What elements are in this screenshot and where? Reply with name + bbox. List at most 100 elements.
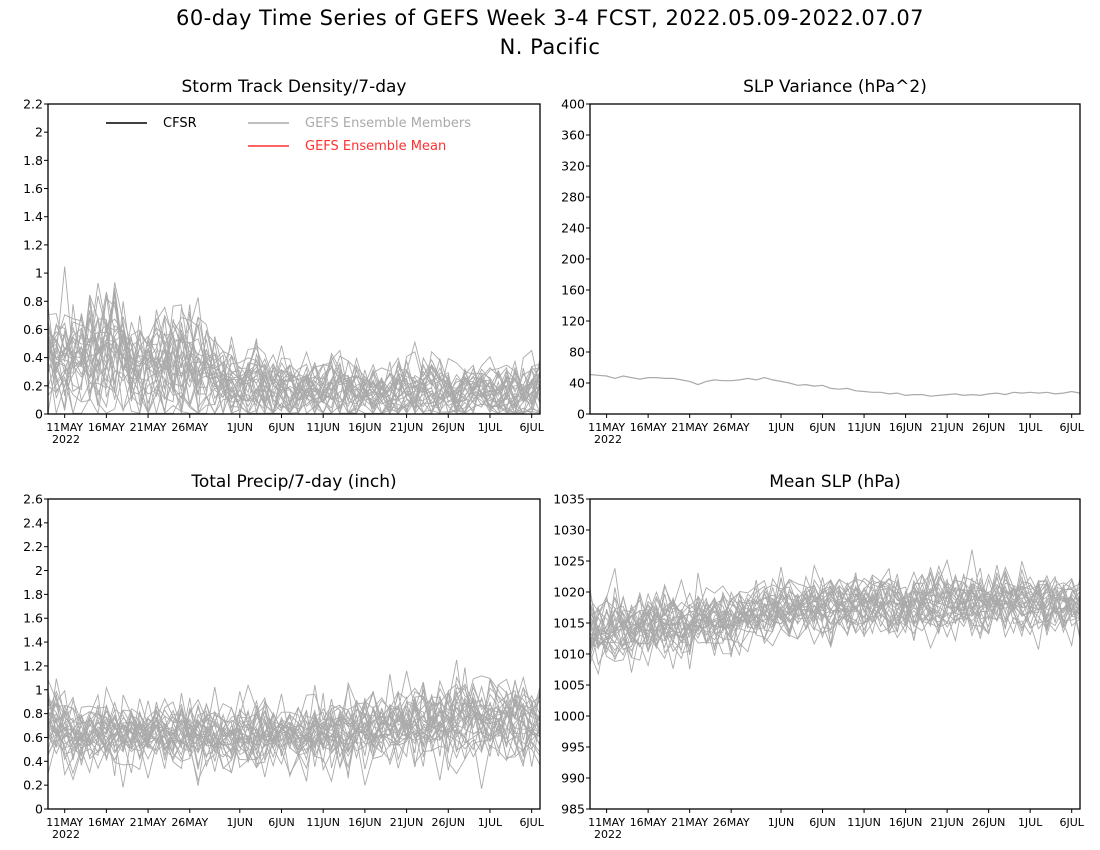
- x-tick-label: 26MAY: [713, 816, 750, 829]
- y-tick-label: 0.8: [23, 706, 43, 721]
- y-tick-label: 1025: [553, 554, 585, 569]
- y-tick-label: 1.6: [23, 181, 43, 196]
- y-tick-label: 400: [561, 97, 585, 112]
- ensemble-member-line: [47, 294, 541, 415]
- y-tick-label: 1.2: [23, 658, 43, 673]
- y-tick-label: 200: [561, 252, 585, 267]
- ensemble-member-line: [47, 700, 541, 782]
- y-tick-label: 360: [561, 128, 585, 143]
- y-tick-label: 80: [569, 345, 585, 360]
- panel-title: Storm Track Density/7-day: [182, 77, 407, 97]
- y-tick-label: 0.8: [23, 294, 43, 309]
- ensemble-member-line: [589, 569, 1081, 640]
- x-tick-label: 21MAY: [671, 421, 708, 434]
- x-tick-label: 6JUL: [519, 421, 544, 434]
- plot-frame: [589, 498, 1081, 810]
- x-tick-label: 16MAY: [88, 421, 125, 434]
- x-tick-label: 11MAY: [588, 816, 625, 829]
- chart-panel-3: Total Precip/7-day (inch)00.20.40.60.811…: [23, 472, 545, 841]
- x-tick-label: 6JUL: [1059, 816, 1084, 829]
- y-tick-label: 1.4: [23, 635, 43, 650]
- y-tick-label: 0: [35, 802, 43, 817]
- y-tick-label: 40: [569, 376, 585, 391]
- y-tick-label: 1.6: [23, 611, 43, 626]
- chart-panel-1: Storm Track Density/7-day00.20.40.60.811…: [23, 77, 545, 446]
- y-tick-label: 2.2: [23, 97, 43, 112]
- y-tick-label: 320: [561, 159, 585, 174]
- ensemble-member-line: [47, 682, 541, 770]
- ensemble-member-line: [589, 558, 1081, 651]
- y-tick-label: 280: [561, 190, 585, 205]
- y-tick-label: 2: [35, 563, 43, 578]
- y-tick-label: 985: [561, 802, 585, 817]
- ensemble-member-line: [47, 682, 541, 777]
- y-tick-label: 1: [35, 266, 43, 281]
- y-tick-label: 1015: [553, 616, 585, 631]
- chart-panel-2: SLP Variance (hPa^2) 0 40 80 120 160 200 240 280…: [561, 77, 1085, 446]
- x-tick-label: 11MAY: [46, 421, 83, 434]
- y-tick-label: 160: [561, 283, 585, 298]
- x-year-label: 2022: [594, 828, 622, 841]
- y-tick-label: 0: [577, 407, 585, 422]
- plot-frame: [47, 498, 541, 810]
- y-tick-label: 990: [561, 771, 585, 786]
- y-tick-label: 995: [561, 740, 585, 755]
- x-tick-label: 11JUN: [306, 421, 340, 434]
- legend-members-label: GEFS Ensemble Members: [305, 116, 471, 131]
- ensemble-member-line: [47, 306, 541, 415]
- x-tick-label: 26JUN: [432, 421, 466, 434]
- y-tick-label: 1.8: [23, 153, 43, 168]
- ensemble-member-line: [589, 586, 1081, 669]
- ensemble-member-line: [47, 294, 541, 416]
- ensemble-member-line: [589, 560, 1081, 650]
- x-tick-label: 21JUN: [930, 816, 964, 829]
- x-tick-label: 21JUN: [390, 421, 424, 434]
- y-tick-label: 0.2: [23, 378, 43, 393]
- x-tick-label: 21MAY: [130, 421, 167, 434]
- y-tick-label: 1010: [553, 647, 585, 662]
- x-tick-label: 16MAY: [88, 816, 125, 829]
- x-tick-label: 16JUN: [889, 816, 923, 829]
- y-tick-label: 1020: [553, 585, 585, 600]
- x-tick-label: 6JUN: [268, 816, 295, 829]
- y-tick-label: 0.4: [23, 350, 43, 365]
- y-tick-label: 2.4: [23, 515, 43, 530]
- x-tick-label: 21JUN: [930, 421, 964, 434]
- y-tick-label: 2.2: [23, 539, 43, 554]
- ensemble-member-line: [589, 578, 1081, 676]
- x-tick-label: 1JUL: [1018, 816, 1043, 829]
- y-tick-label: 0.6: [23, 730, 43, 745]
- x-year-label: 2022: [52, 828, 80, 841]
- legend-cfsr-label: CFSR: [163, 116, 197, 131]
- ensemble-member-line: [47, 691, 541, 782]
- y-tick-label: 0.2: [23, 778, 43, 793]
- ensemble-member-line: [47, 324, 541, 415]
- y-tick-label: 1030: [553, 523, 585, 538]
- panel-title: Total Precip/7-day (inch): [190, 472, 396, 492]
- y-tick-label: 1000: [553, 709, 585, 724]
- y-tick-label: 240: [561, 221, 585, 236]
- x-tick-label: 26MAY: [171, 816, 208, 829]
- panel-title: SLP Variance (hPa^2): [743, 77, 927, 97]
- x-tick-label: 11JUN: [847, 421, 881, 434]
- ensemble-member-line: [47, 315, 541, 415]
- x-year-label: 2022: [52, 433, 80, 446]
- x-tick-label: 1JUN: [768, 816, 795, 829]
- chart-panel-4: Mean SLP (hPa) 985 990 995 1000 1005 1010 1015 1…: [553, 472, 1085, 841]
- ensemble-member-line: [47, 697, 541, 781]
- panel-title: Mean SLP (hPa): [769, 472, 901, 492]
- x-tick-label: 16JUN: [348, 421, 382, 434]
- ensemble-member-line: [47, 683, 541, 768]
- ensemble-member-line: [589, 567, 1081, 660]
- y-tick-label: 0: [35, 407, 43, 422]
- x-tick-label: 1JUL: [478, 816, 503, 829]
- x-tick-label: 6JUL: [519, 816, 544, 829]
- y-tick-label: 1.4: [23, 209, 43, 224]
- ensemble-member-line: [47, 295, 541, 416]
- x-tick-label: 1JUN: [768, 421, 795, 434]
- chart-subtitle: N. Pacific: [499, 35, 601, 59]
- x-tick-label: 16JUN: [889, 421, 923, 434]
- x-tick-label: 11MAY: [588, 421, 625, 434]
- ensemble-member-line: [47, 659, 541, 757]
- x-tick-label: 26MAY: [171, 421, 208, 434]
